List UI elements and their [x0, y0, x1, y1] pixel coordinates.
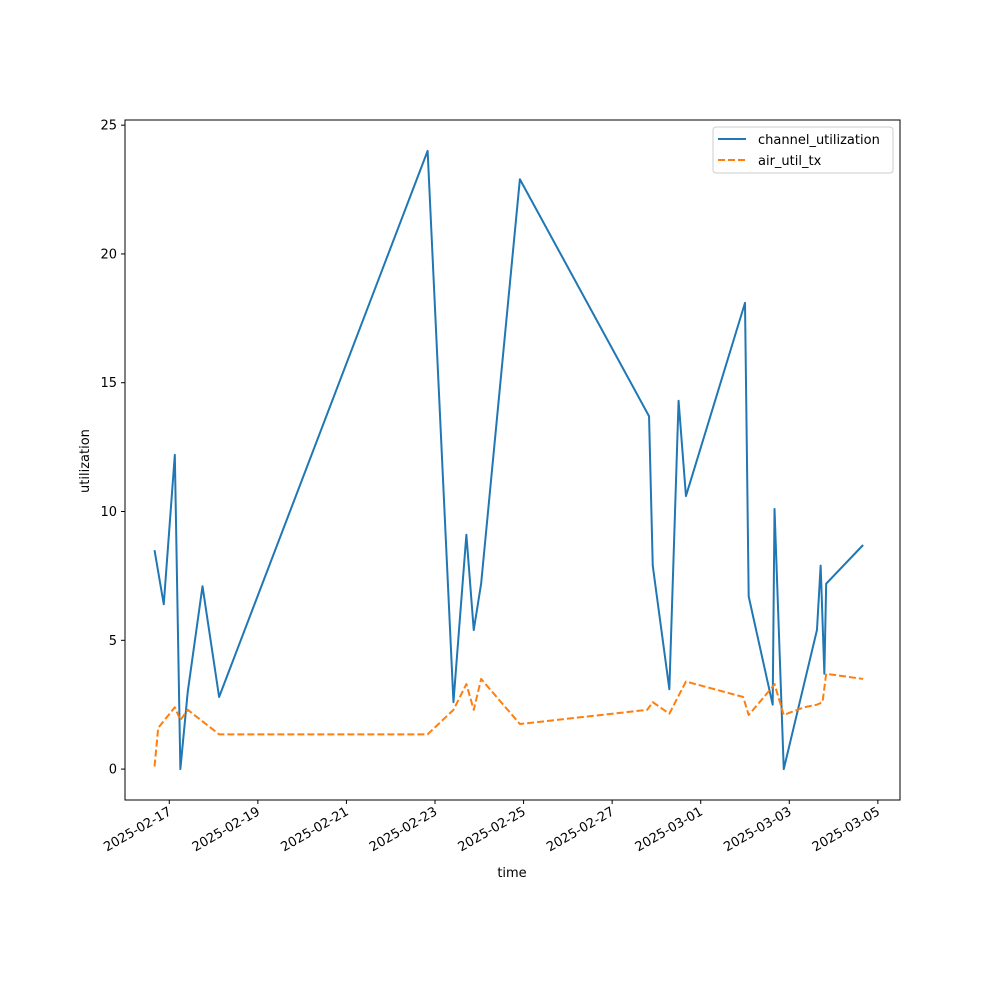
x-axis-label: time [497, 866, 526, 881]
y-axis: 0 5 10 15 20 25 [100, 119, 125, 778]
y-tick-label: 20 [100, 247, 117, 262]
legend-label: air_util_tx [758, 154, 822, 169]
series-layer [153, 149, 864, 771]
series-line-channel_utilization [153, 149, 864, 771]
series-line-air_util_tx [153, 672, 864, 767]
legend: channel_utilization air_util_tx [712, 126, 894, 174]
y-tick-label: 5 [109, 634, 117, 649]
y-tick-label: 15 [100, 376, 117, 391]
y-tick-label: 10 [100, 505, 117, 520]
y-tick-label: 0 [109, 763, 117, 778]
legend-label: channel_utilization [758, 133, 880, 148]
y-axis-label: utilization [78, 429, 93, 493]
axes-frame [124, 119, 901, 801]
y-tick-label: 25 [100, 119, 117, 134]
legend-box [712, 126, 894, 174]
